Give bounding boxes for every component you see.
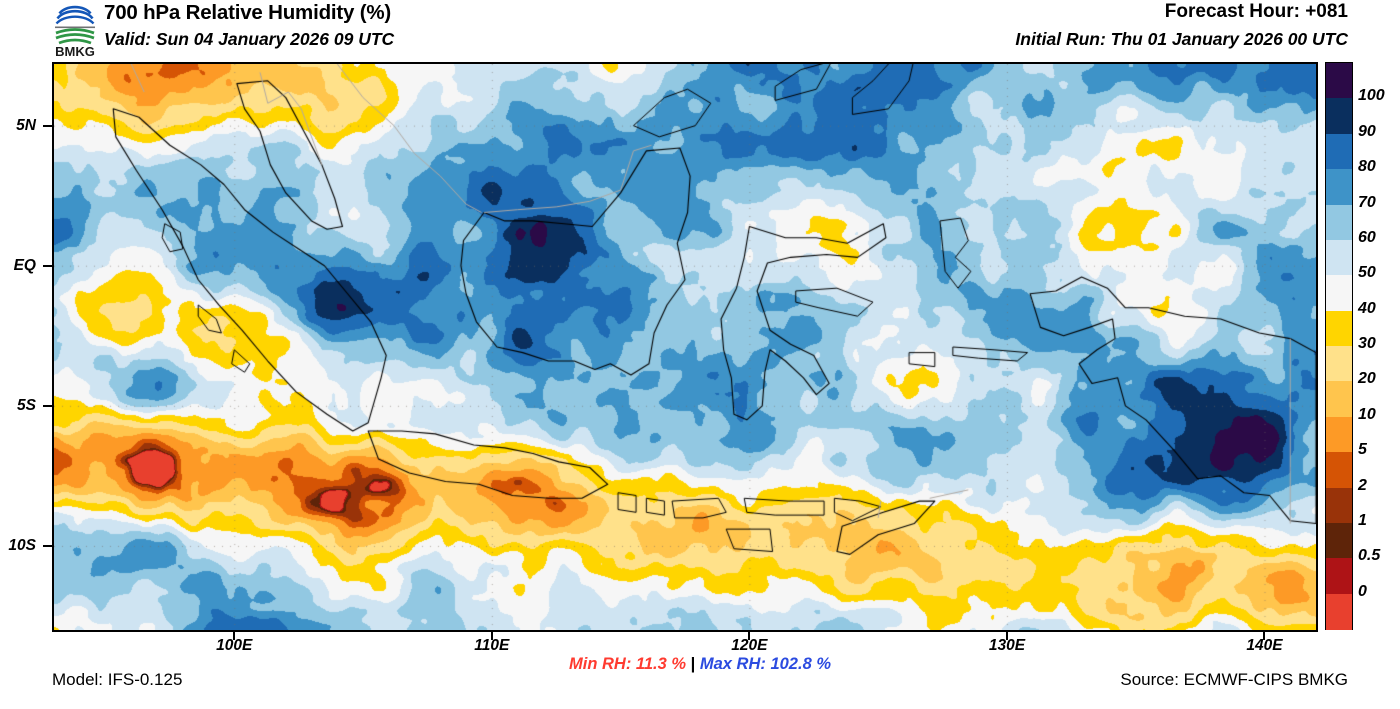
svg-text:BMKG: BMKG <box>55 44 95 58</box>
colorbar-segment <box>1326 381 1352 418</box>
header: BMKG 700 hPa Relative Humidity (%) Valid… <box>0 0 1400 58</box>
valid-time-label: Valid: Sun 04 January 2026 09 UTC <box>104 29 395 49</box>
forecast-hour-label: Forecast Hour: +081 <box>1164 1 1348 22</box>
lat-label-10s: 10S <box>8 536 36 554</box>
colorbar-segment <box>1326 452 1352 489</box>
colorbar-segment <box>1326 169 1352 206</box>
colorbar-segment <box>1326 204 1352 241</box>
lon-label-120e: 120E <box>731 637 768 654</box>
colorbar-segment <box>1326 310 1352 347</box>
colorbar-tick-100: 100 <box>1358 87 1385 105</box>
colorbar-segment <box>1326 98 1352 135</box>
source-label: Source: ECMWF-CIPS BMKG <box>1120 670 1348 689</box>
minmax-readout: Min RH: 11.3 % | Max RH: 102.8 % <box>0 655 1400 674</box>
colorbar-segment <box>1326 63 1352 99</box>
colorbar-tick-60: 60 <box>1358 228 1376 246</box>
colorbar-segment <box>1326 416 1352 453</box>
page-title: 700 hPa Relative Humidity (%) <box>104 1 391 24</box>
lon-label-110e: 110E <box>474 637 510 654</box>
colorbar-segment <box>1326 522 1352 559</box>
colorbar-tick-2: 2 <box>1358 476 1367 494</box>
lon-tick <box>1263 632 1266 640</box>
colorbar-tick-1: 1 <box>1358 511 1367 529</box>
colorbar-tick-0p5: 0.5 <box>1358 547 1381 565</box>
lon-tick <box>233 632 236 640</box>
initial-run-label: Initial Run: Thu 01 January 2026 00 UTC <box>1015 29 1348 49</box>
colorbar-tick-0: 0 <box>1358 582 1367 600</box>
humidity-field-canvas <box>54 64 1316 630</box>
colorbar-tick-50: 50 <box>1358 264 1376 282</box>
colorbar-segment <box>1326 558 1352 595</box>
colorbar-tick-5: 5 <box>1358 441 1367 459</box>
lat-label-eq: EQ <box>13 256 36 274</box>
lon-tick <box>748 632 751 640</box>
max-rh-value: Max RH: 102.8 % <box>699 655 831 673</box>
minmax-separator: | <box>690 655 696 673</box>
lon-tick <box>1005 632 1008 640</box>
lon-label-130e: 130E <box>988 637 1026 654</box>
colorbar-segment <box>1326 346 1352 382</box>
colorbar-segment <box>1326 487 1352 524</box>
colorbar-tick-10: 10 <box>1358 405 1376 423</box>
colorbar-tick-20: 20 <box>1358 370 1376 388</box>
colorbar-tick-70: 70 <box>1358 193 1376 211</box>
colorbar-tick-40: 40 <box>1358 299 1376 317</box>
lon-label-100e: 100E <box>216 637 253 654</box>
colorbar-labels: 100 90 80 70 60 50 40 30 20 10 5 2 1 0.5 0 <box>1358 62 1400 630</box>
colorbar <box>1325 62 1353 630</box>
colorbar-segment <box>1326 275 1352 312</box>
lat-tick <box>43 124 52 127</box>
min-rh-value: Min RH: 11.3 % <box>569 655 687 673</box>
colorbar-segment <box>1326 239 1352 276</box>
colorbar-tick-80: 80 <box>1358 158 1376 176</box>
lat-label-5n: 5N <box>16 116 36 134</box>
lon-tick <box>490 632 493 640</box>
colorbar-tick-90: 90 <box>1358 122 1376 140</box>
lat-tick <box>43 544 52 547</box>
bmkg-logo-icon: BMKG <box>46 2 104 58</box>
lat-tick <box>43 264 52 267</box>
model-label: Model: IFS-0.125 <box>52 670 183 689</box>
lat-tick <box>43 404 52 407</box>
colorbar-segment <box>1326 593 1352 630</box>
lat-label-5s: 5S <box>17 396 36 414</box>
weather-map[interactable]: Copyright Sub Bidang Prediksi Cuaca BMKG… <box>52 62 1318 632</box>
lon-label-140e: 140E <box>1246 637 1283 654</box>
colorbar-tick-30: 30 <box>1358 335 1376 352</box>
colorbar-segment <box>1326 133 1352 170</box>
